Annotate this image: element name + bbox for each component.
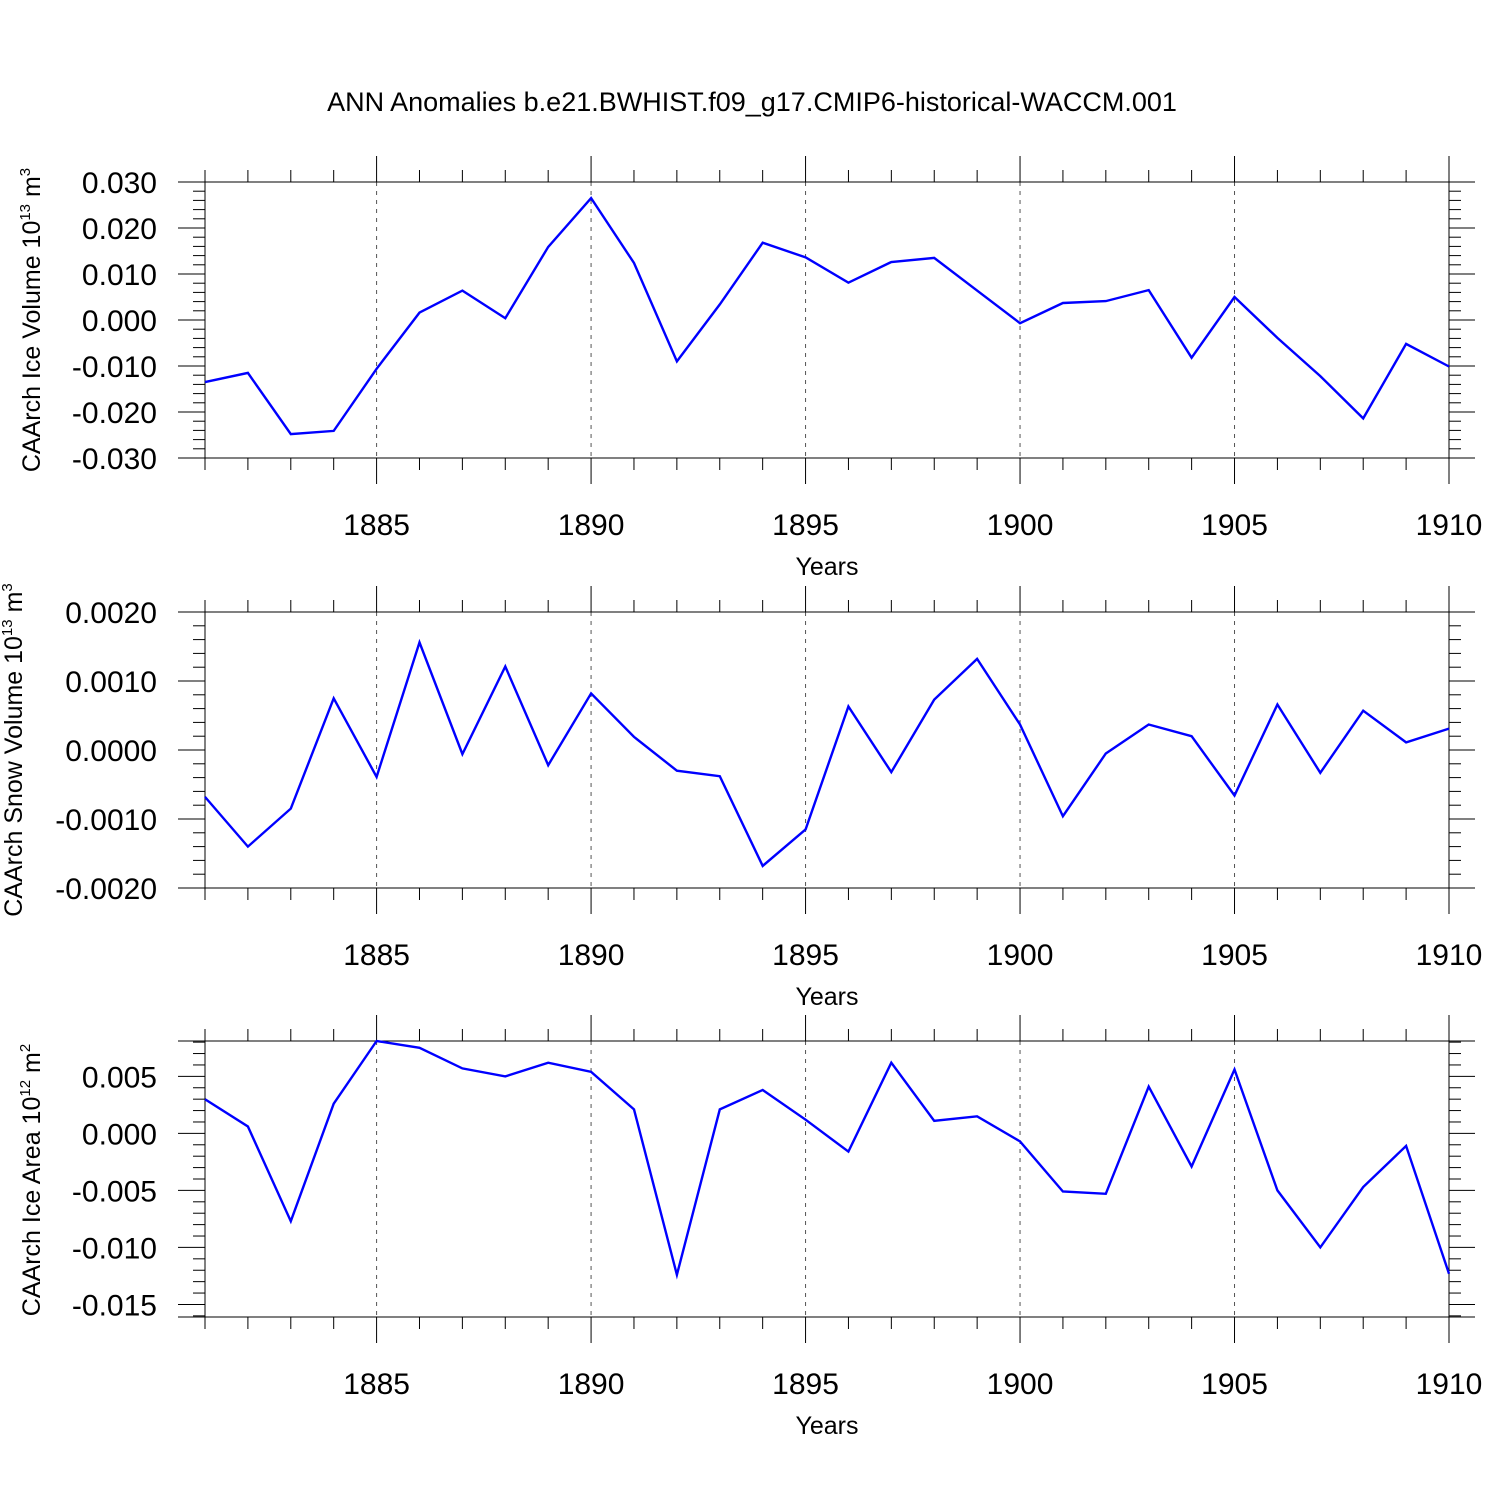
y-axis-label-exp: 12 — [17, 1080, 34, 1097]
y-axis-label-text: CAArch Ice Area 10 — [18, 1097, 46, 1317]
x-axis-label: Years — [795, 983, 858, 1011]
y-axis-label-unit-exp: 2 — [17, 1044, 34, 1052]
x-tick-label: 1890 — [558, 1368, 625, 1401]
y-tick-label: -0.0010 — [55, 804, 157, 837]
y-tick-label: 0.0020 — [65, 597, 157, 630]
x-tick-label: 1890 — [558, 509, 625, 542]
y-tick-label: 0.000 — [82, 1118, 157, 1151]
x-axis-label: Years — [795, 553, 858, 581]
y-tick-label: -0.005 — [72, 1175, 157, 1208]
x-tick-label: 1895 — [772, 1368, 839, 1401]
y-axis-label-text: CAArch Snow Volume 10 — [0, 636, 28, 917]
y-axis-label-unit-exp: 3 — [0, 583, 16, 591]
y-axis-label-exp: 13 — [17, 204, 34, 221]
x-tick-label: 1905 — [1201, 509, 1268, 542]
y-tick-label: -0.015 — [72, 1289, 157, 1322]
x-tick-label: 1900 — [987, 1368, 1054, 1401]
x-tick-label: 1910 — [1416, 939, 1483, 972]
panel-2: 1885 1890 1895 1900 1905 1910 -0.0020 -0.0010 0.… — [0, 583, 1482, 1011]
x-tick-label: 1900 — [987, 509, 1054, 542]
series-line — [204, 196, 1450, 436]
y-axis-label: CAArch Ice Volume 1013 m3 — [17, 168, 46, 472]
y-tick-label: -0.030 — [72, 443, 157, 476]
y-tick-label: -0.020 — [72, 397, 157, 430]
series-line — [204, 638, 1450, 868]
x-axis-label: Years — [795, 1412, 858, 1440]
y-tick-label: -0.010 — [72, 351, 157, 384]
panel-3: 1885 1890 1895 1900 1905 1910 -0.015 -0.010 -0.0… — [17, 1015, 1482, 1440]
figure-title: ANN Anomalies b.e21.BWHIST.f09_g17.CMIP6… — [327, 87, 1177, 117]
y-tick-label: 0.0010 — [65, 666, 157, 699]
y-axis-label-unit: m — [18, 1052, 46, 1080]
y-axis-label-exp: 13 — [0, 619, 16, 636]
x-tick-label: 1885 — [343, 1368, 410, 1401]
y-tick-label: 0.020 — [82, 213, 157, 246]
y-axis-label-unit: m — [0, 592, 28, 620]
x-tick-label: 1895 — [772, 939, 839, 972]
y-tick-label: 0.005 — [82, 1061, 157, 1094]
y-axis-label-text: CAArch Ice Volume 10 — [18, 221, 46, 473]
y-tick-label: 0.010 — [82, 259, 157, 292]
y-tick-label: 0.000 — [82, 305, 157, 338]
y-tick-label: -0.0020 — [55, 873, 157, 906]
x-tick-label: 1900 — [987, 939, 1054, 972]
panel-1: 1885 1890 1895 1900 1905 1910 -0.030 -0.020 -0.0… — [17, 156, 1482, 581]
y-axis-label-unit-exp: 3 — [17, 168, 34, 176]
x-tick-label: 1895 — [772, 509, 839, 542]
x-tick-label: 1910 — [1416, 1368, 1483, 1401]
x-tick-label: 1910 — [1416, 509, 1483, 542]
y-tick-label: 0.0000 — [65, 735, 157, 768]
series-line — [204, 1039, 1451, 1280]
x-tick-label: 1885 — [343, 509, 410, 542]
y-tick-label: -0.010 — [72, 1232, 157, 1265]
x-tick-label: 1905 — [1201, 1368, 1268, 1401]
x-tick-label: 1885 — [343, 939, 410, 972]
y-axis-label: CAArch Snow Volume 1013 m3 — [0, 583, 28, 917]
panels: 1885 1890 1895 1900 1905 1910 -0.030 -0.020 -0.0… — [0, 156, 1482, 1440]
x-tick-label: 1890 — [558, 939, 625, 972]
x-tick-label: 1905 — [1201, 939, 1268, 972]
y-axis-label-unit: m — [18, 176, 46, 204]
y-axis-label: CAArch Ice Area 1012 m2 — [17, 1044, 46, 1316]
y-tick-label: 0.030 — [82, 167, 157, 200]
